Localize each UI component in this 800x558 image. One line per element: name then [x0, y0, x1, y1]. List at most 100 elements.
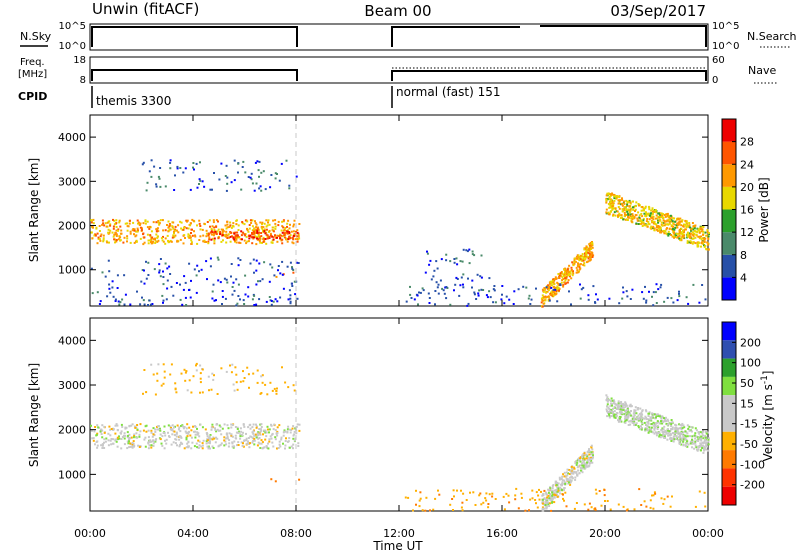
echo-cell [258, 238, 261, 241]
echo-cell [612, 399, 615, 402]
echo-cell [606, 410, 609, 413]
echo-cell [557, 489, 560, 492]
echo-cell [416, 294, 419, 297]
echo-cell [475, 298, 478, 300]
echo-cell [126, 440, 129, 443]
echo-cell [550, 286, 553, 289]
echo-cell [201, 180, 204, 183]
echo-cell [620, 202, 623, 205]
echo-cell [544, 504, 547, 506]
echo-cell [102, 237, 105, 240]
echo-cell [235, 219, 238, 222]
echo-cell [199, 225, 202, 227]
echo-cell [686, 231, 689, 234]
echo-cell [266, 224, 269, 227]
echo-cell [682, 438, 685, 441]
colorbar-tick-label: 15 [740, 397, 754, 410]
echo-cell [264, 238, 267, 240]
power-ylabel: Slant Range [km] [27, 158, 41, 262]
power-colorbar-label: Power [dB] [757, 177, 771, 242]
echo-cell [608, 195, 611, 198]
echo-cell [669, 220, 672, 223]
echo-cell [698, 230, 701, 233]
echo-cell [168, 229, 171, 232]
echo-cell [648, 223, 651, 226]
velocity-echoes [90, 318, 710, 512]
echo-cell [162, 283, 165, 286]
echo-cell [550, 509, 553, 512]
echo-cell [208, 389, 210, 392]
echo-cell [212, 231, 215, 234]
echo-cell [253, 294, 256, 297]
echo-cell [528, 509, 530, 512]
echo-cell [700, 238, 703, 241]
echo-cell [235, 278, 238, 281]
echo-cell [213, 299, 216, 302]
echo-cell [625, 218, 628, 221]
echo-cell [563, 479, 566, 482]
echo-cell [618, 196, 621, 199]
echo-cell [624, 418, 627, 420]
echo-cell [169, 273, 172, 275]
echo-cell [572, 466, 575, 469]
echo-cell [260, 232, 263, 234]
echo-cell [587, 294, 590, 297]
echo-cell [113, 233, 116, 236]
echo-cell [264, 188, 267, 191]
echo-cell [180, 436, 183, 439]
echo-cell [90, 429, 93, 432]
echo-cell [123, 443, 126, 446]
echo-cell [405, 300, 408, 303]
echo-cell [261, 447, 264, 450]
echo-cell [101, 271, 104, 274]
echo-cell [261, 381, 264, 384]
echo-cell [160, 384, 163, 387]
echo-cell [102, 234, 105, 237]
echo-cell [276, 173, 278, 175]
echo-cell [650, 423, 653, 425]
echo-cell [249, 219, 252, 222]
echo-cell [585, 453, 588, 456]
echo-cell [418, 505, 421, 508]
echo-cell [688, 224, 691, 227]
echo-cell [644, 214, 647, 217]
echo-cell [190, 241, 193, 244]
echo-cell [226, 435, 229, 438]
echo-cell [624, 419, 627, 422]
echo-cell [253, 434, 256, 437]
echo-cell [689, 226, 692, 229]
echo-cell [645, 220, 648, 223]
echo-cell [437, 283, 440, 286]
echo-cell [666, 219, 669, 222]
echo-cell [198, 183, 200, 185]
echo-cell [234, 434, 237, 437]
echo-cell [649, 416, 652, 419]
echo-cell [677, 221, 680, 224]
echo-cell [604, 500, 606, 502]
echo-cell [253, 189, 256, 192]
echo-cell [162, 270, 164, 273]
echo-cell [440, 258, 443, 261]
echo-cell [215, 423, 218, 425]
echo-cell [133, 433, 136, 436]
echo-cell [658, 434, 661, 437]
echo-cell [128, 219, 131, 222]
echo-cell [503, 302, 506, 305]
echo-cell [183, 368, 186, 371]
echo-cell [669, 434, 671, 437]
echo-cell [462, 248, 465, 251]
echo-cell [645, 224, 648, 227]
echo-cell [257, 226, 260, 229]
echo-cell [647, 431, 650, 434]
echo-cell [255, 425, 258, 428]
echo-cell [164, 439, 166, 442]
echo-cell [584, 465, 587, 468]
echo-cell [292, 384, 295, 387]
echo-cell [684, 220, 687, 223]
echo-cell [272, 236, 275, 239]
echo-cell [180, 425, 182, 427]
echo-cell [294, 293, 297, 296]
